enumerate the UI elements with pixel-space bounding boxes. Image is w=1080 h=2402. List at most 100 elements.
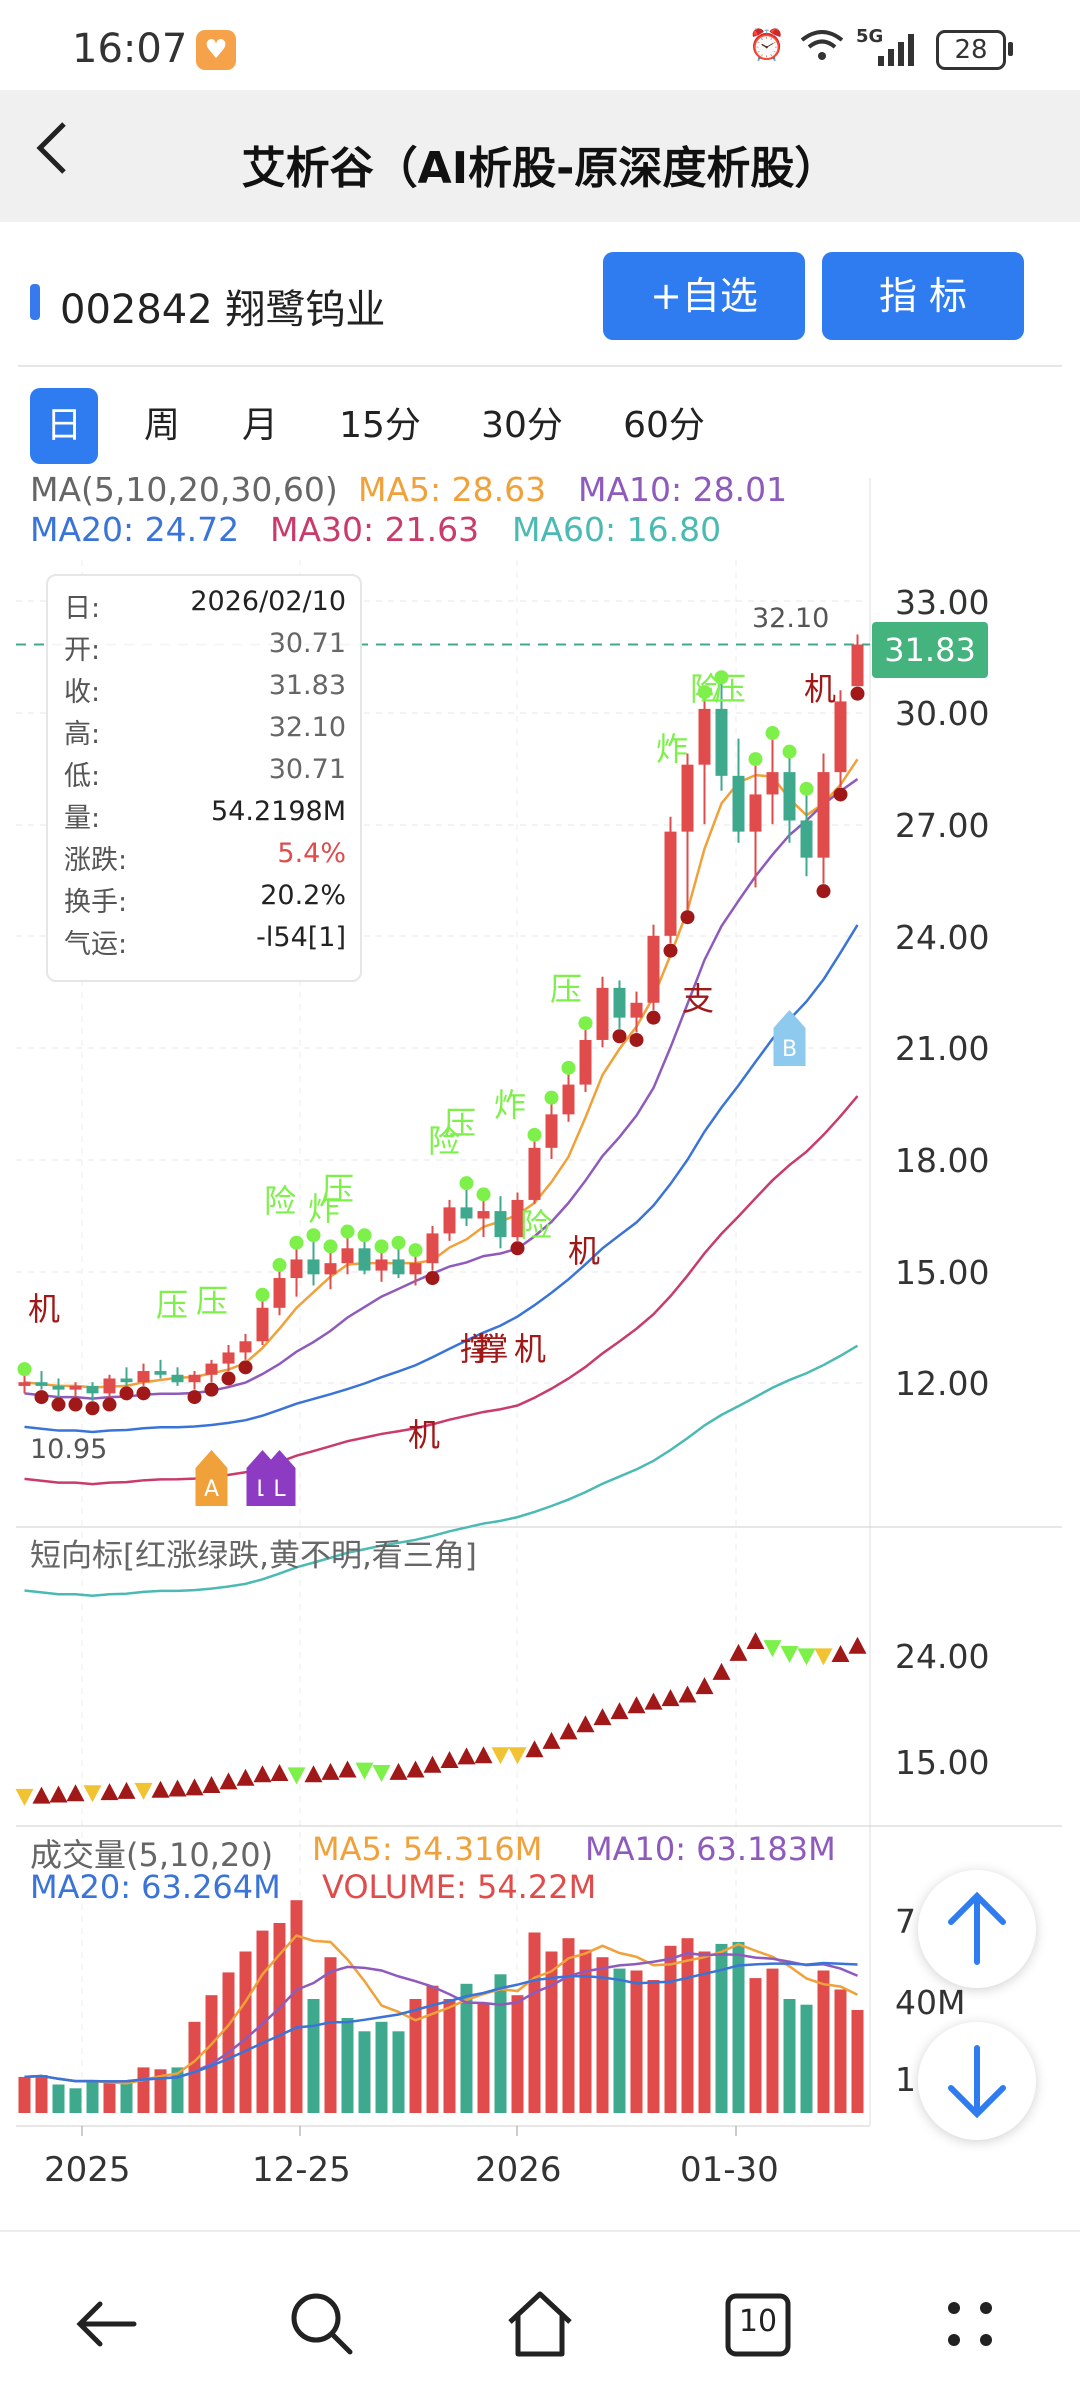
indicator-triangle — [831, 1645, 850, 1663]
nav-menu-button[interactable] — [930, 2284, 1010, 2364]
chart-annotation: 撑 — [460, 1330, 492, 1368]
signal-icon — [876, 34, 916, 74]
stock-chart[interactable]: A L LB机压压险 炸压险压 炸压险炸险压机撑撑 机机支机 — [0, 470, 1080, 2190]
notification-app-icon: ♥ — [196, 30, 236, 70]
tab-month[interactable]: 月 — [241, 405, 278, 446]
volume-tick: 1 — [895, 2060, 916, 2099]
chart-annotation: 机 — [514, 1330, 546, 1368]
signal-dot-green — [714, 670, 729, 685]
marker-label: A — [204, 1477, 219, 1502]
candle — [324, 1263, 337, 1275]
price-tick: 27.00 — [895, 806, 990, 845]
candle — [341, 1248, 354, 1264]
candle — [375, 1259, 388, 1271]
nav-back-button[interactable] — [68, 2284, 148, 2364]
info-key: 涨跌: — [64, 845, 128, 876]
add-watchlist-button[interactable]: +自选 — [603, 252, 805, 340]
signal-dot-green — [782, 744, 797, 759]
volume-bar — [35, 2075, 48, 2113]
candle — [409, 1263, 422, 1275]
signal-dot-red — [102, 1397, 117, 1412]
info-key: 日: — [64, 593, 101, 624]
tabs-icon — [725, 2293, 791, 2357]
volume-bar — [562, 1938, 575, 2113]
signal-dot-green — [408, 1243, 423, 1258]
candle — [35, 1382, 48, 1386]
info-row-volume: 量: 54.2198M — [64, 796, 346, 836]
signal-dot-red — [663, 943, 678, 958]
indicator-triangle — [627, 1696, 646, 1714]
vol-ma5-legend: MA5: 54.316M — [312, 1830, 543, 1868]
indicator-triangle — [32, 1786, 51, 1804]
candle — [154, 1371, 167, 1375]
bottom-nav: 10 — [0, 2230, 1080, 2402]
signal-dot-red — [204, 1382, 219, 1397]
volume-bar — [205, 1995, 218, 2113]
volume-bar — [18, 2076, 31, 2113]
volume-bar — [409, 1999, 422, 2113]
nav-tabs-button[interactable]: 10 — [718, 2284, 798, 2364]
nav-search-button[interactable] — [282, 2284, 362, 2364]
signal-dot-red — [612, 1029, 627, 1044]
volume-bar — [545, 1951, 558, 2113]
indicator-triangle — [797, 1648, 816, 1666]
chevron-left-icon — [36, 122, 66, 174]
signal-dot-red — [85, 1401, 100, 1416]
tab-15min[interactable]: 15分 — [339, 405, 421, 446]
volume-bar — [171, 2067, 184, 2113]
indicator-triangle — [576, 1715, 595, 1733]
signal-dot-green — [255, 1287, 270, 1302]
x-tick: 12-25 — [252, 2150, 351, 2190]
vol-ma20-line — [24, 1961, 858, 2083]
indicator-triangle — [729, 1643, 748, 1661]
short-indicator-title: 短向标[红涨绿跌,黄不明,看三角] — [30, 1538, 477, 1574]
volume-bar — [103, 2082, 116, 2113]
chart-annotation: 炸 — [656, 730, 688, 768]
signal-dot-red — [51, 1397, 66, 1412]
back-arrow-icon — [76, 2301, 137, 2347]
tab-30min[interactable]: 30分 — [481, 405, 563, 446]
indicator-triangle — [678, 1685, 697, 1703]
chart-annotation: 机 — [804, 670, 836, 708]
signal-dot-red — [34, 1390, 49, 1405]
candle — [137, 1371, 150, 1383]
indicator-button[interactable]: 指 标 — [822, 252, 1024, 340]
signal-dot-green — [17, 1362, 32, 1377]
signal-dot-red — [221, 1371, 236, 1386]
tab-day[interactable]: 日 — [30, 388, 98, 464]
ma20-line — [24, 924, 859, 1434]
volume-bar — [188, 2021, 201, 2113]
volume-bar — [766, 1968, 779, 2113]
nav-home-button[interactable] — [500, 2284, 580, 2364]
volume-bar — [222, 1972, 235, 2113]
x-tick: 01-30 — [680, 2150, 779, 2190]
indicator-triangle — [763, 1640, 782, 1658]
tab-week[interactable]: 周 — [143, 405, 180, 446]
candle — [103, 1378, 116, 1394]
info-row-turnover: 换手: 20.2% — [64, 880, 346, 920]
signal-dot-red — [425, 1271, 440, 1286]
volume-bar — [239, 1951, 252, 2113]
volume-bar — [256, 1930, 269, 2113]
candle — [477, 1211, 490, 1219]
tab-60min[interactable]: 60分 — [623, 405, 705, 446]
back-button[interactable] — [32, 118, 72, 191]
info-key: 量: — [64, 803, 101, 834]
candle — [715, 708, 728, 776]
candle — [392, 1259, 405, 1275]
candle — [307, 1259, 320, 1275]
chart-annotation: 机 — [28, 1290, 60, 1328]
volume-bar — [154, 2069, 167, 2113]
volume-bar — [732, 1942, 745, 2113]
candle — [460, 1207, 473, 1219]
signal-dot-red — [510, 1241, 525, 1256]
marker-label: B — [782, 1037, 797, 1062]
indicator-triangle — [304, 1765, 323, 1783]
chart-annotation: 机 — [408, 1416, 440, 1454]
volume-bar — [460, 1983, 473, 2113]
volume-bar — [120, 2080, 133, 2113]
indicator-triangle — [355, 1762, 374, 1780]
scroll-down-button[interactable] — [918, 2022, 1036, 2140]
scroll-up-button[interactable] — [918, 1870, 1036, 1988]
signal-dot-green — [544, 1090, 559, 1105]
